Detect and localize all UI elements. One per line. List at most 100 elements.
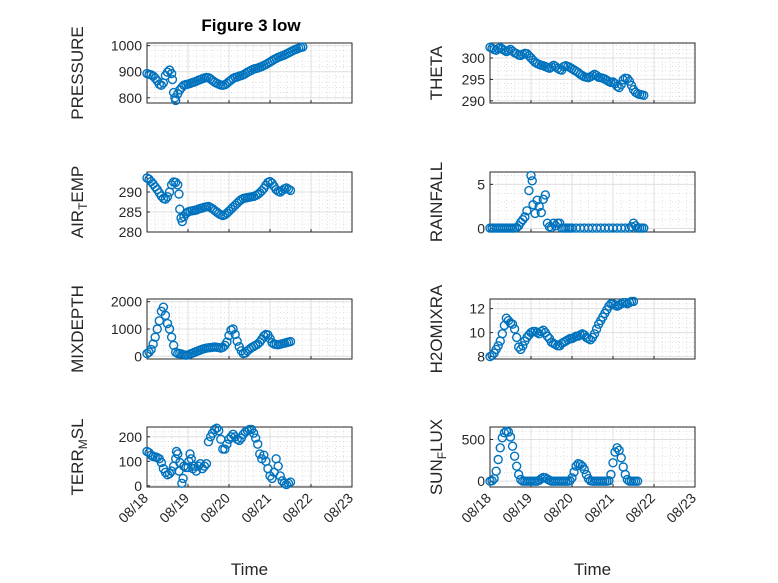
y-tick-label: 10 [469,325,485,341]
y-label-text: THETA [427,45,446,100]
subplot-air-temp: 280 285 290 AIRTEMP [68,166,353,240]
axes-box [489,426,696,488]
data-point [624,297,635,308]
data-point [185,449,195,459]
x-tick-label: 08/20 [540,490,576,526]
y-tick-label: 2000 [111,294,142,310]
data-point [518,341,528,351]
data-point [540,190,551,200]
data-point [520,212,530,222]
subplot-sun-flux: 0 500 08/18 08/19 08/20 08/21 08/22 08/23 SUNFLU… [427,419,699,579]
data-point [497,329,507,339]
y-tick-label: 0 [134,478,142,494]
y-label-text: EMP [68,166,87,203]
data-point [179,461,189,471]
data-point [175,204,185,214]
data-point [569,467,579,477]
data-point [259,450,269,460]
data-point [173,180,183,190]
data-point [232,336,242,346]
y-label-text: AIR [68,210,87,238]
data-point [199,461,210,471]
subplot-rainfall: 0 5 RAINFALL [427,162,696,242]
data-point [493,341,503,351]
x-tick-label: 08/19 [499,490,535,526]
subplot-theta: 290 295 300 THETA [427,42,696,109]
data-point [250,433,261,443]
data-point [267,473,277,484]
data-point [530,208,540,219]
data-point [511,461,522,471]
data-point [285,336,296,347]
data-point [226,432,236,442]
data-point [569,332,579,343]
y-label-text: TERR [68,449,87,495]
y-axis-label: THETA [427,45,446,100]
y-tick-label: 0 [477,220,485,236]
data-point [298,42,308,52]
data-point [536,326,546,337]
data-point [222,439,232,449]
data-point [587,70,598,81]
data-point [255,449,265,459]
y-label-text: SUN [427,459,446,495]
x-tick-label: 08/19 [156,490,192,526]
data-point [209,424,220,435]
y-tick-label: 5 [477,176,485,192]
x-axis-label: Time [231,560,268,579]
data-point [189,461,199,471]
y-tick-label: 290 [119,184,143,200]
data-point [546,62,557,72]
data-point [620,469,630,480]
subplot-mixdepth: 0 1000 2000 MIXDEPTH [68,285,353,373]
y-label-text: RAINFALL [427,162,446,242]
data-point [495,443,505,453]
data-point [548,218,559,228]
data-point [162,67,173,77]
series-markers [142,302,296,360]
series-markers [485,42,649,100]
subplot-terr-msl: 0 100 200 08/18 08/19 08/20 08/21 08/22 08/23 TER… [68,418,356,579]
data-point [514,469,524,480]
axes-box [146,171,353,233]
data-point [509,451,520,461]
subplot-h2omixra: 8 10 12 H2OMIXRA [427,284,696,373]
data-point [162,318,173,329]
data-point [242,425,253,436]
data-point [222,337,232,347]
y-tick-label: 0 [134,348,142,364]
data-point [503,46,514,56]
data-point [170,347,181,357]
data-point [591,324,602,334]
y-tick-label: 8 [477,349,485,365]
data-point [575,330,585,340]
y-tick-label: 280 [119,224,143,240]
data-point [144,347,154,357]
data-point [536,207,546,218]
data-point [639,90,649,100]
y-label-text: SL [68,418,87,439]
data-point [156,80,167,90]
data-point [170,95,181,106]
y-label-subscript: M [76,439,90,449]
y-label-text: LUX [427,419,446,452]
data-point [154,316,165,326]
y-tick-label: 290 [462,93,486,109]
data-point [550,339,561,350]
data-point [232,434,242,444]
data-point [279,478,290,489]
data-point [608,458,618,468]
data-point [156,457,167,468]
y-axis-label: TERRMSL [68,418,90,495]
data-point [522,206,532,216]
y-tick-label: 900 [119,64,143,80]
data-point [493,454,503,465]
data-point [538,194,548,205]
series-markers [142,423,296,490]
data-point [624,76,635,86]
figure-title: Figure 3 low [201,16,301,35]
y-label-subscript: T [76,202,90,210]
y-axis-label: AIRTEMP [68,166,90,239]
data-point [173,449,183,459]
data-point [616,453,626,463]
